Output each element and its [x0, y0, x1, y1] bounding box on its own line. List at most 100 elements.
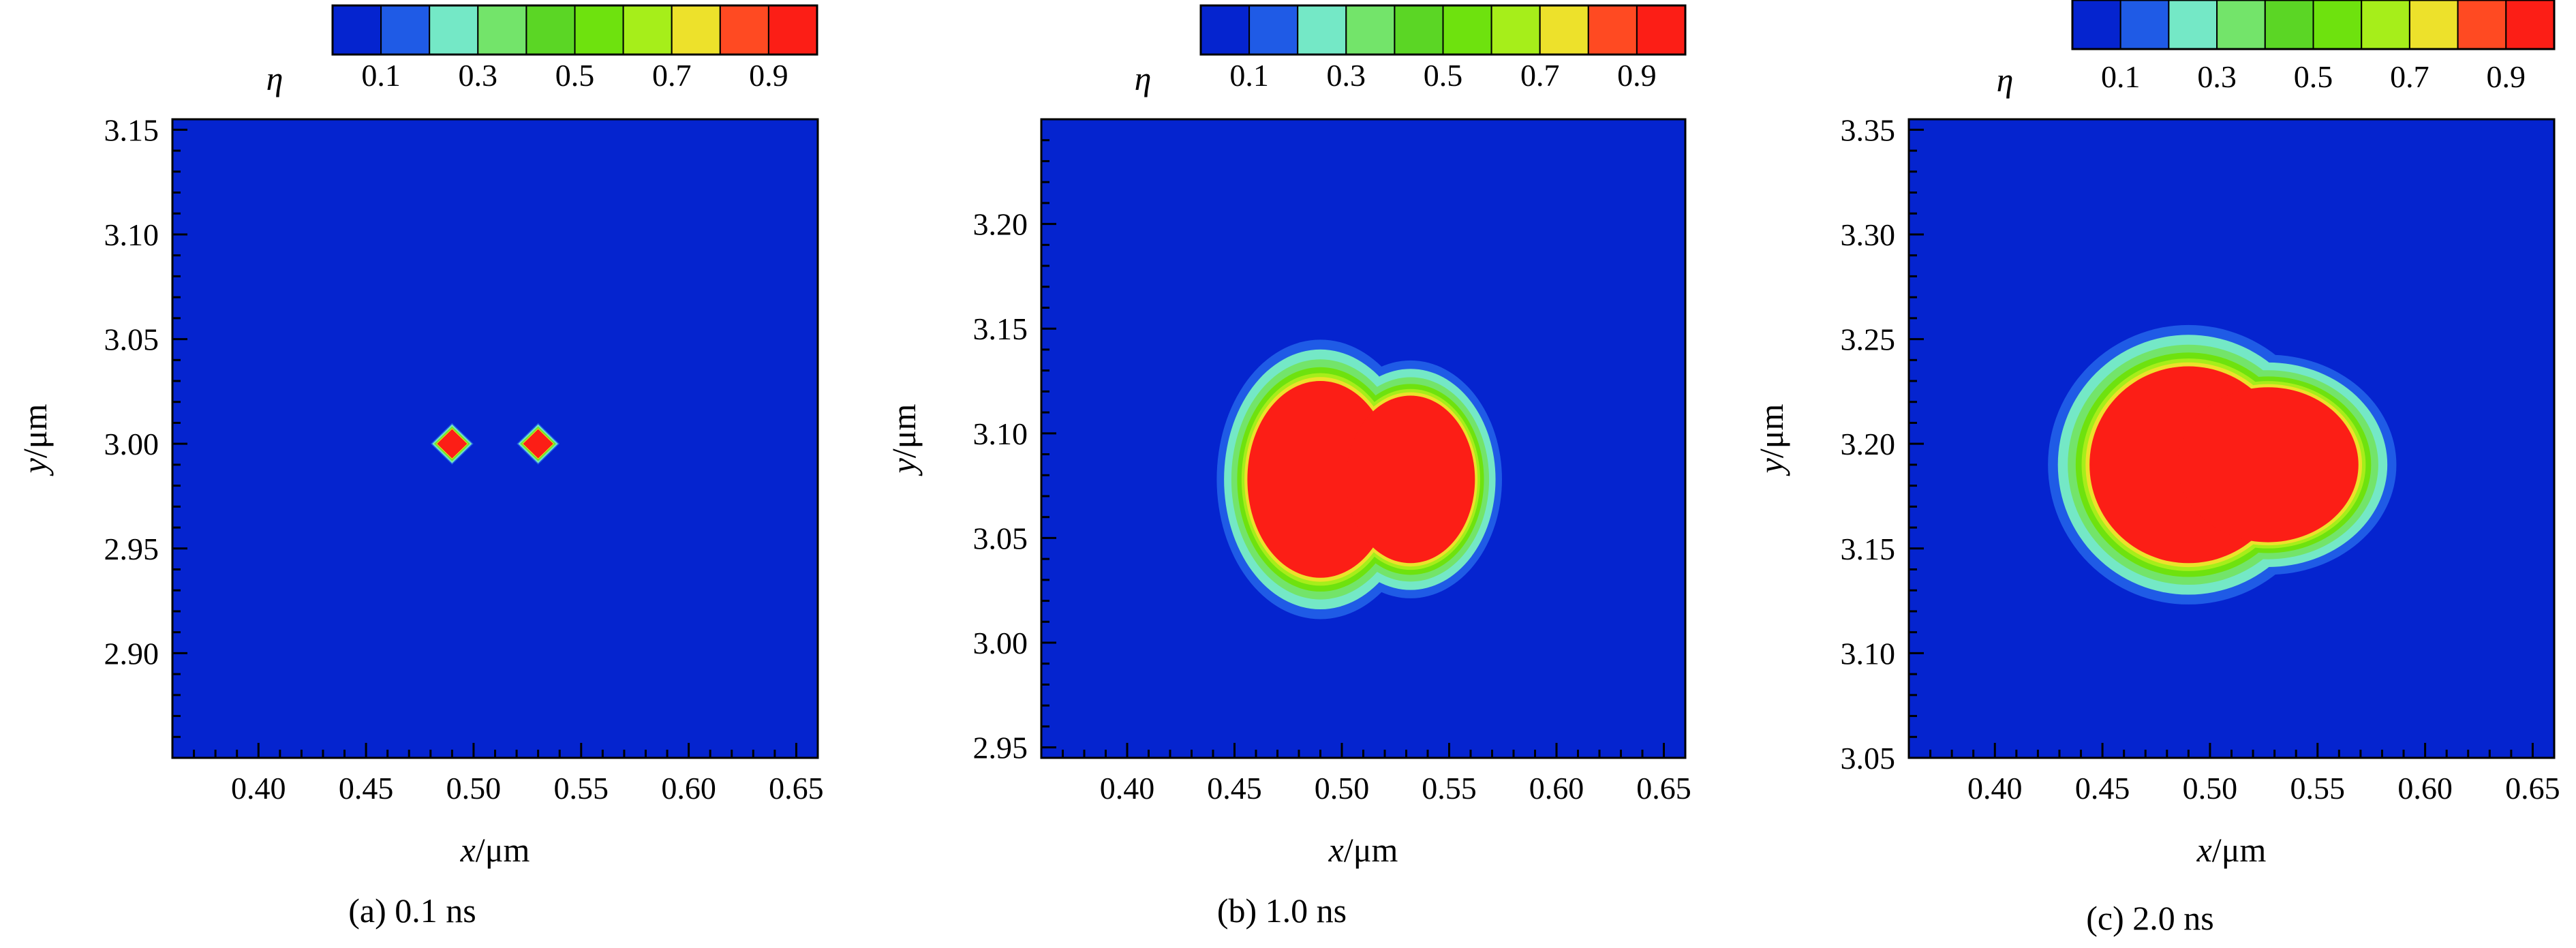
- x-tick-label: 0.50: [1315, 771, 1370, 806]
- colorbar-swatch: [2505, 0, 2556, 50]
- colorbar-tick-label: 0.3: [2197, 59, 2237, 94]
- x-tick-label: 0.45: [1207, 771, 1262, 806]
- colorbar-tick-label: 0.3: [1327, 58, 1366, 93]
- x-axis-variable: x: [1328, 831, 1344, 869]
- colorbar-swatch: [429, 5, 479, 55]
- colorbar-tick-label: 0.9: [749, 58, 788, 93]
- x-tick-label: 0.60: [2397, 771, 2453, 806]
- colorbar-swatch: [2072, 0, 2121, 50]
- x-tick-label: 0.60: [1529, 771, 1584, 806]
- colorbar-swatch: [380, 5, 431, 55]
- x-axis-label: x/μm: [1328, 831, 1398, 869]
- colorbar-variable-label: η: [1997, 61, 2014, 99]
- x-axis-unit: /μm: [2212, 831, 2267, 869]
- colorbar-tick-label: 0.5: [1424, 58, 1463, 93]
- y-tick-label: 3.05: [104, 322, 159, 357]
- x-tick-label: 0.55: [2290, 771, 2346, 806]
- y-axis-unit: /μm: [885, 403, 923, 458]
- colorbar-swatch: [1636, 5, 1686, 55]
- colorbar-tick-label: 0.1: [2101, 59, 2141, 94]
- x-tick-label: 0.40: [1967, 771, 2023, 806]
- colorbar-tick-label: 0.1: [361, 58, 401, 93]
- colorbar-swatch: [1345, 5, 1396, 55]
- x-tick-label: 0.60: [661, 771, 716, 806]
- colorbar-frame: [1199, 4, 1687, 56]
- x-tick-label: 0.55: [554, 771, 609, 806]
- y-tick-label: 3.15: [973, 311, 1028, 346]
- colorbar: 0.1 0.3 0.5 0.7 0.9 η: [1997, 0, 2556, 99]
- colorbar-swatch: [622, 5, 673, 55]
- colorbar-variable-label: η: [1135, 59, 1152, 97]
- colorbar-swatch: [1297, 5, 1347, 55]
- x-axis-unit: /μm: [476, 831, 530, 869]
- panel-a: 0.1 0.3 0.5 0.7 0.9 η 0.40 0.45 0.50 0.55 0.60 0.65…: [16, 4, 824, 930]
- y-tick-label: 2.95: [104, 532, 159, 566]
- colorbar: 0.1 0.3 0.5 0.7 0.9 η: [266, 4, 818, 97]
- background-field: [172, 119, 818, 758]
- panel-b: 0.1 0.3 0.5 0.7 0.9 η 0.40 0.45 0.50 0.55 0.60 0.65…: [885, 4, 1691, 930]
- y-tick-label: 2.95: [973, 731, 1028, 765]
- x-tick-label: 0.40: [231, 771, 286, 806]
- colorbar-swatch: [332, 5, 382, 55]
- contour-field: [172, 119, 818, 758]
- y-tick-label: 3.30: [1841, 217, 1896, 252]
- y-axis-label: y/μm: [885, 403, 923, 476]
- y-axis-unit: /μm: [16, 403, 54, 458]
- nucleus-2-contour: [1346, 395, 1475, 564]
- y-axis-variable: y: [1752, 457, 1790, 476]
- y-tick-label: 3.20: [973, 207, 1028, 242]
- colorbar-tick-label: 0.7: [1520, 58, 1560, 93]
- colorbar-swatch: [477, 5, 527, 55]
- colorbar-tick-label: 0.3: [459, 58, 498, 93]
- panel-caption: (c) 2.0 ns: [2086, 899, 2213, 937]
- x-axis-variable: x: [2196, 831, 2212, 869]
- colorbar-swatch: [2216, 0, 2266, 50]
- y-tick-label: 3.35: [1841, 112, 1896, 147]
- x-axis-unit: /μm: [1344, 831, 1398, 869]
- y-axis-variable: y: [16, 457, 54, 476]
- colorbar-tick-label: 0.5: [2294, 59, 2333, 94]
- y-tick-label: 3.05: [1841, 741, 1896, 776]
- nucleus-1-contour: [437, 429, 467, 459]
- y-axis-unit: /μm: [1752, 403, 1790, 458]
- colorbar-swatch: [1248, 5, 1299, 55]
- colorbar-swatch: [1587, 5, 1638, 55]
- x-tick-label: 0.45: [2075, 771, 2130, 806]
- nucleus-1-contour: [1247, 381, 1394, 578]
- colorbar-swatch: [2264, 0, 2314, 50]
- x-axis-label: x/μm: [2196, 831, 2267, 869]
- colorbar-tick-label: 0.9: [1617, 58, 1657, 93]
- y-tick-label: 3.00: [973, 626, 1028, 660]
- colorbar-swatch: [2457, 0, 2507, 50]
- y-tick-label: 3.10: [1841, 636, 1896, 671]
- x-tick-label: 0.65: [2505, 771, 2560, 806]
- colorbar-variable-label: η: [266, 59, 283, 97]
- colorbar-swatch: [2361, 0, 2410, 50]
- panel-caption: (b) 1.0 ns: [1217, 891, 1347, 930]
- x-axis-label: x/μm: [460, 831, 530, 869]
- y-tick-label: 3.10: [973, 416, 1028, 451]
- colorbar-swatch: [1442, 5, 1492, 55]
- y-tick-label: 3.20: [1841, 427, 1896, 461]
- contour-field: [1909, 119, 2554, 758]
- colorbar-swatch: [1539, 5, 1589, 55]
- x-tick-label: 0.45: [339, 771, 394, 806]
- colorbar-tick-label: 0.5: [555, 58, 595, 93]
- colorbar-swatch: [574, 5, 624, 55]
- x-axis-variable: x: [460, 831, 476, 869]
- y-tick-label: 3.00: [104, 427, 159, 461]
- y-tick-label: 3.25: [1841, 322, 1896, 357]
- x-tick-label: 0.50: [2183, 771, 2238, 806]
- contour-field: [1041, 119, 1685, 758]
- colorbar-swatch: [767, 5, 818, 55]
- colorbar-tick-label: 0.1: [1229, 58, 1269, 93]
- y-tick-label: 3.15: [104, 112, 159, 147]
- colorbar-frame: [331, 4, 818, 56]
- panel-caption: (a) 0.1 ns: [348, 891, 476, 930]
- y-tick-label: 2.90: [104, 636, 159, 671]
- colorbar: 0.1 0.3 0.5 0.7 0.9 η: [1135, 4, 1687, 97]
- colorbar-swatch: [2408, 0, 2459, 50]
- colorbar-swatch: [2312, 0, 2363, 50]
- colorbar-swatch: [1394, 5, 1444, 55]
